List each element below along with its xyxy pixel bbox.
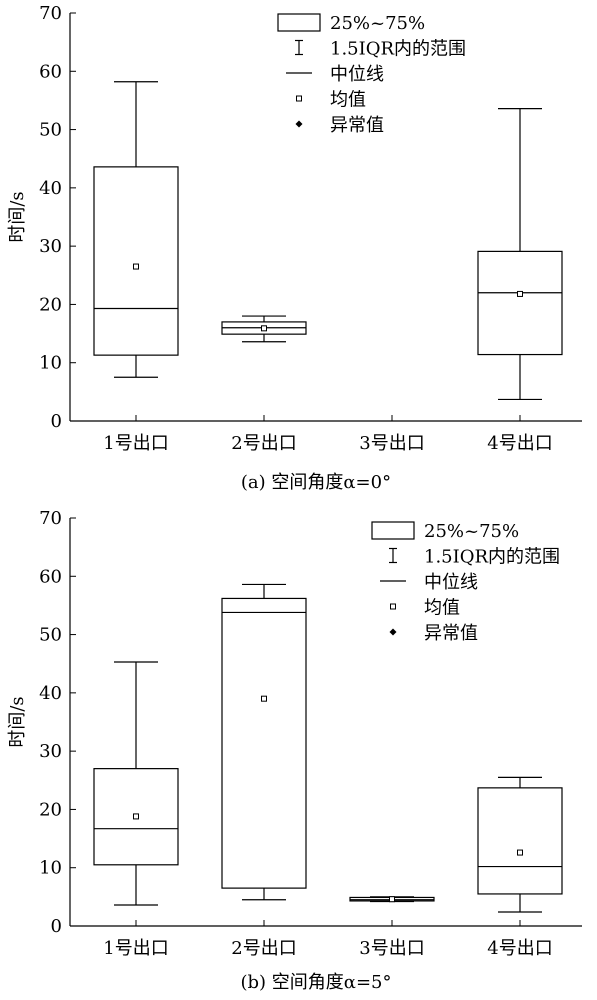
x-tick-label: 2号出口 (231, 433, 296, 454)
box-plot-4 (477, 107, 563, 401)
mean-marker (261, 695, 267, 702)
y-tick-label: 50 (39, 120, 62, 141)
legend-label: 异常值 (424, 623, 478, 644)
iqr-box (477, 250, 563, 356)
y-tick-label: 20 (39, 799, 62, 820)
legend-label: 均值 (330, 90, 366, 111)
mean-marker (133, 263, 139, 270)
legend-label: 25%~75% (424, 521, 519, 542)
y-tick-label: 20 (39, 294, 62, 315)
box-plot-3 (349, 896, 435, 903)
legend-box-swatch (277, 13, 321, 32)
y-axis-label: 时间/s (7, 696, 28, 747)
panel-b-chart: 0 10 20 30 40 50 60 70 1号出口 2号出口 3号出口 4号出口 时间/s 25%~7… (7, 508, 582, 993)
iqr-box (221, 597, 307, 889)
legend-mean-swatch (390, 603, 396, 610)
legend-label: 25%~75% (330, 13, 425, 34)
panel-a-chart: 0 10 20 30 40 50 60 70 1号出口 2号出口 3号出口 4号出口 时间/s 25%~7… (7, 3, 582, 493)
x-tick-label: 3号出口 (359, 938, 424, 959)
legend-label: 1.5IQR内的范围 (330, 39, 466, 60)
legend-outlier-swatch (295, 120, 303, 128)
legend-mean-swatch (296, 95, 302, 102)
y-tick-label: 60 (39, 61, 62, 82)
y-tick-label: 30 (39, 236, 62, 257)
legend-label: 中位线 (330, 64, 384, 85)
mean-marker (517, 849, 523, 856)
y-tick-label: 60 (39, 566, 62, 587)
box-plot-1 (93, 81, 179, 378)
box-plot-4 (477, 776, 563, 913)
box-plot-1 (93, 661, 179, 906)
y-tick-label: 0 (51, 411, 62, 432)
legend-label: 1.5IQR内的范围 (424, 547, 560, 568)
mean-marker (389, 896, 395, 903)
legend-box-swatch (371, 521, 415, 540)
y-tick-label: 70 (39, 3, 62, 24)
x-tick-label: 2号出口 (231, 938, 296, 959)
x-tick-label: 1号出口 (103, 433, 168, 454)
y-tick-label: 0 (51, 916, 62, 937)
y-tick-label: 10 (39, 353, 62, 374)
y-tick-label: 50 (39, 625, 62, 646)
mean-marker (261, 325, 267, 332)
box-plot-2 (221, 315, 307, 343)
legend-outlier-swatch (389, 628, 397, 636)
mean-marker (133, 813, 139, 820)
y-tick-label: 70 (39, 508, 62, 529)
y-tick-label: 40 (39, 683, 62, 704)
x-tick-label: 4号出口 (487, 938, 552, 959)
y-tick-label: 30 (39, 741, 62, 762)
iqr-box (93, 166, 179, 356)
y-axis-label: 时间/s (7, 191, 28, 242)
mean-marker (517, 290, 523, 297)
y-tick-label: 10 (39, 858, 62, 879)
x-tick-label: 1号出口 (103, 938, 168, 959)
legend-label: 均值 (424, 598, 460, 619)
legend-label: 中位线 (424, 572, 478, 593)
x-tick-label: 3号出口 (359, 433, 424, 454)
panel-caption: (b) 空间角度α=5° (241, 972, 392, 993)
x-tick-label: 4号出口 (487, 433, 552, 454)
legend-label: 异常值 (330, 115, 384, 136)
iqr-box (477, 787, 563, 895)
box-plot-2 (221, 583, 307, 901)
panel-caption: (a) 空间角度α=0° (241, 472, 391, 493)
y-tick-label: 40 (39, 178, 62, 199)
